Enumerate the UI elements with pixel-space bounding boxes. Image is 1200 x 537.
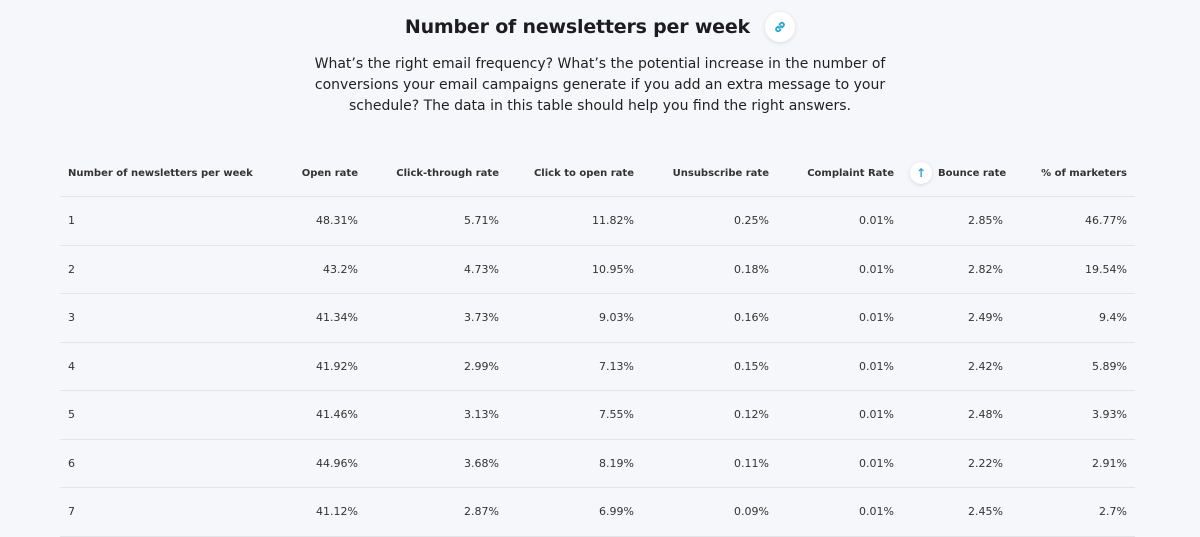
column-header-label: Unsubscribe rate xyxy=(672,167,769,179)
table-cell: 7 xyxy=(60,487,260,537)
table-row: 5 41.46% 3.13% 7.55% 0.12% 0.01% 2.48% 3.93% xyxy=(60,390,1135,440)
table-cell: 2.87% xyxy=(366,487,507,537)
column-header[interactable]: % of marketers xyxy=(1011,150,1135,197)
table-cell: 2.7% xyxy=(1011,487,1135,537)
column-header[interactable]: Complaint Rate xyxy=(777,150,902,197)
column-header-label: Open rate xyxy=(301,167,358,179)
table-cell: 3.13% xyxy=(366,390,507,440)
table-cell: 0.11% xyxy=(642,439,777,488)
column-header-label: Bounce rate xyxy=(938,168,1007,179)
column-header[interactable]: Click-through rate xyxy=(366,150,507,197)
table-cell: 0.01% xyxy=(777,390,902,440)
table-cell: 46.77% xyxy=(1011,196,1135,246)
column-header-label: Complaint Rate xyxy=(807,167,894,179)
table-row: 7 41.12% 2.87% 6.99% 0.09% 0.01% 2.45% 2.7% xyxy=(60,487,1135,537)
table-cell: 3.93% xyxy=(1011,390,1135,440)
table-cell: 0.18% xyxy=(642,245,777,294)
column-header[interactable]: Click to open rate xyxy=(507,150,642,197)
table-cell: 2.49% xyxy=(902,293,1011,343)
column-header[interactable]: ↑ Bounce rate xyxy=(902,150,1011,197)
table-cell: 2.91% xyxy=(1011,439,1135,488)
table-cell: 41.12% xyxy=(260,487,366,537)
table-cell: 0.16% xyxy=(642,293,777,343)
table-cell: 2.48% xyxy=(902,390,1011,440)
table-cell: 0.01% xyxy=(777,196,902,246)
table-cell: 8.19% xyxy=(507,439,642,488)
table-cell: 0.15% xyxy=(642,342,777,391)
table-cell: 3 xyxy=(60,293,260,343)
table-cell: 0.25% xyxy=(642,196,777,246)
table-cell: 9.4% xyxy=(1011,293,1135,343)
title-row: Number of newsletters per week xyxy=(0,12,1200,42)
column-header[interactable]: Unsubscribe rate xyxy=(642,150,777,197)
table-cell: 48.31% xyxy=(260,196,366,246)
table-row: 1 48.31% 5.71% 11.82% 0.25% 0.01% 2.85% 46.77% xyxy=(60,196,1135,246)
table-cell: 7.13% xyxy=(507,342,642,391)
table-cell: 4 xyxy=(60,342,260,391)
table-cell: 5.71% xyxy=(366,196,507,246)
link-icon xyxy=(775,21,785,33)
table-cell: 4.73% xyxy=(366,245,507,294)
table-cell: 0.01% xyxy=(777,293,902,343)
table-row: 3 41.34% 3.73% 9.03% 0.16% 0.01% 2.49% 9.4% xyxy=(60,293,1135,343)
sort-ascending-icon[interactable]: ↑ xyxy=(910,162,932,184)
column-header-label: % of marketers xyxy=(1041,167,1127,179)
table-row: 4 41.92% 2.99% 7.13% 0.15% 0.01% 2.42% 5.89% xyxy=(60,342,1135,391)
table-cell: 0.01% xyxy=(777,342,902,391)
table-cell: 41.92% xyxy=(260,342,366,391)
table-cell: 11.82% xyxy=(507,196,642,246)
table-row: 2 43.2% 4.73% 10.95% 0.18% 0.01% 2.82% 19.54% xyxy=(60,245,1135,294)
table-cell: 0.09% xyxy=(642,487,777,537)
column-header-label: Click to open rate xyxy=(533,167,634,179)
page-description: What’s the right email frequency? What’s… xyxy=(314,56,886,114)
table-cell: 0.01% xyxy=(777,245,902,294)
table-cell: 2 xyxy=(60,245,260,294)
table-cell: 2.22% xyxy=(902,439,1011,488)
table-cell: 1 xyxy=(60,196,260,246)
data-table: Number of newsletters per week Open rate C… xyxy=(60,150,1135,537)
table-cell: 41.46% xyxy=(260,390,366,440)
table-cell: 2.85% xyxy=(902,196,1011,246)
table-cell: 44.96% xyxy=(260,439,366,488)
column-header[interactable]: Open rate xyxy=(260,150,366,197)
table-cell: 2.99% xyxy=(366,342,507,391)
table-cell: 2.42% xyxy=(902,342,1011,391)
table-cell: 3.68% xyxy=(366,439,507,488)
table-cell: 0.01% xyxy=(777,487,902,537)
table-cell: 19.54% xyxy=(1011,245,1135,294)
page-title: Number of newsletters per week xyxy=(404,16,750,38)
table-cell: 7.55% xyxy=(507,390,642,440)
copy-link-button[interactable] xyxy=(765,12,796,42)
table-cell: 10.95% xyxy=(507,245,642,294)
table-cell: 6 xyxy=(60,439,260,488)
table-cell: 9.03% xyxy=(507,293,642,343)
table-cell: 2.82% xyxy=(902,245,1011,294)
table-cell: 43.2% xyxy=(260,245,366,294)
table-cell: 3.73% xyxy=(366,293,507,343)
table-row: 6 44.96% 3.68% 8.19% 0.11% 0.01% 2.22% 2.91% xyxy=(60,439,1135,488)
table-cell: 5 xyxy=(60,390,260,440)
table-cell: 41.34% xyxy=(260,293,366,343)
column-header[interactable]: Number of newsletters per week xyxy=(60,150,260,197)
table-cell: 0.12% xyxy=(642,390,777,440)
column-header-label: Click-through rate xyxy=(396,167,499,179)
table-cell: 5.89% xyxy=(1011,342,1135,391)
table-cell: 0.01% xyxy=(777,439,902,488)
column-header-label: Number of newsletters per week xyxy=(68,167,253,179)
